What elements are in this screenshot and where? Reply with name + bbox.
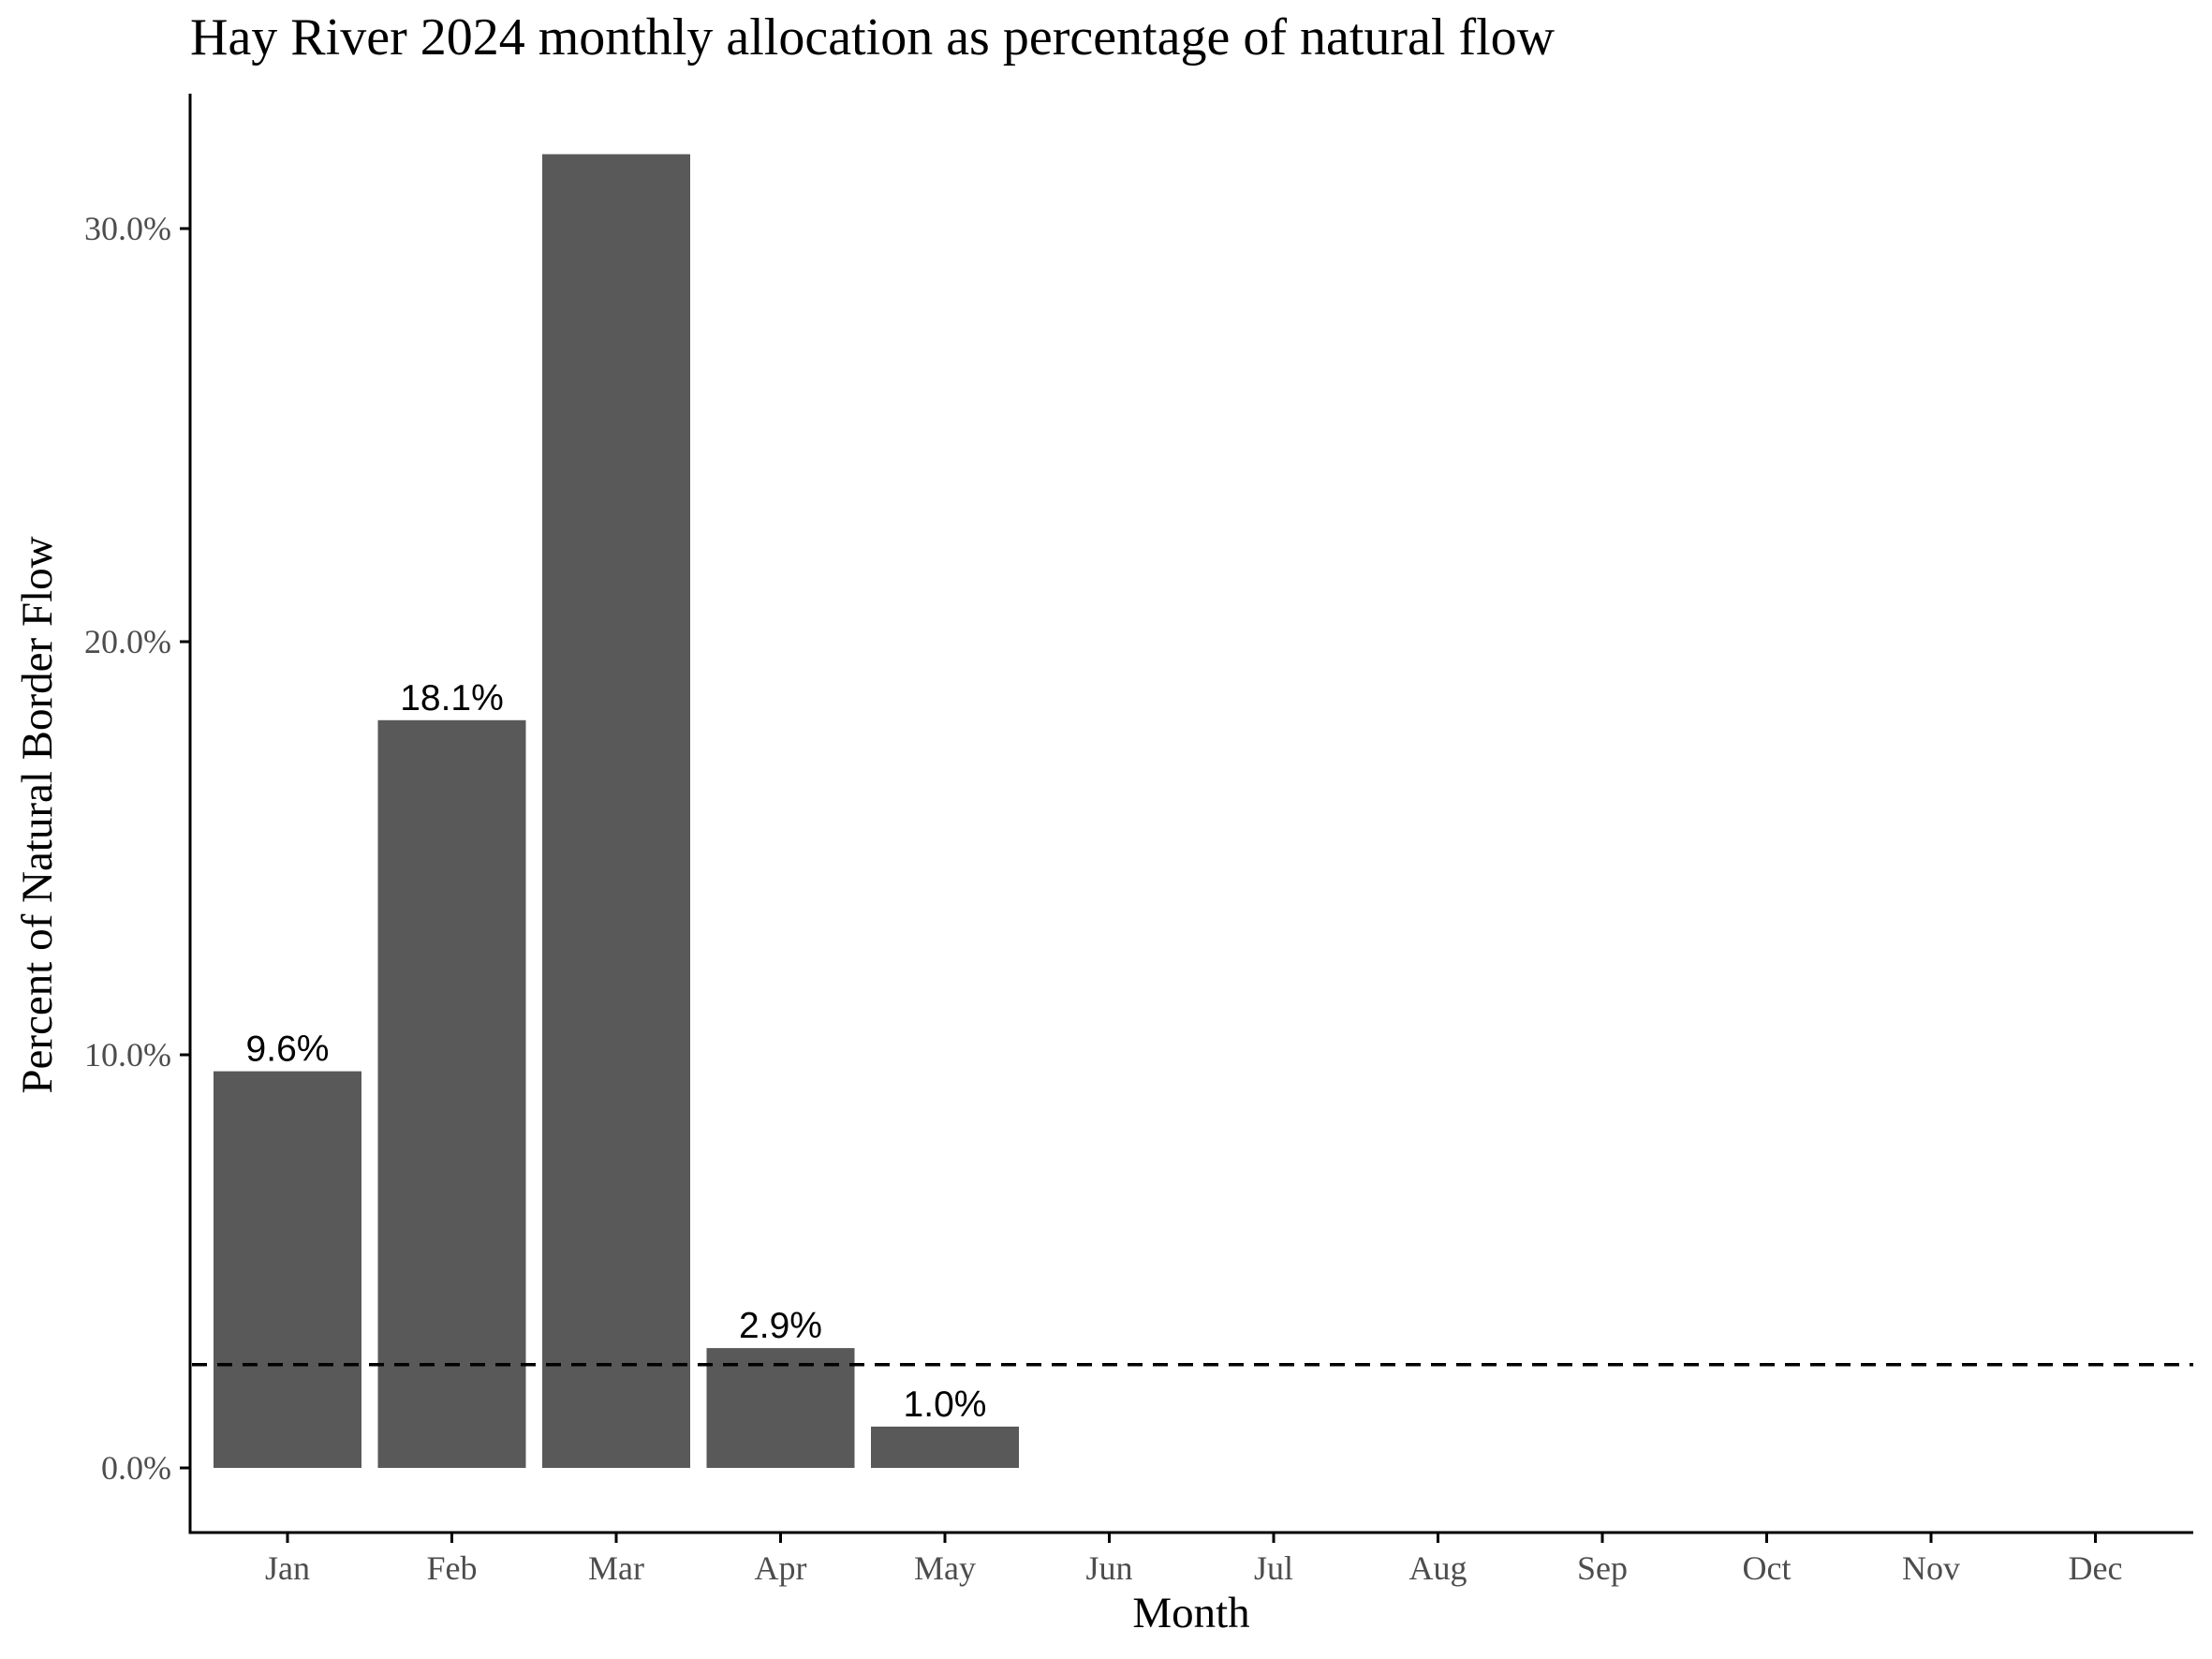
x-tick-label-mar: Mar [588,1549,644,1587]
bar-value-label-feb: 18.1% [400,678,504,718]
bar-jan [214,1071,361,1468]
x-tick-label-dec: Dec [2069,1549,2123,1587]
bar-apr [706,1348,855,1468]
y-tick-label: 30.0% [84,210,171,247]
bar-mar [542,154,690,1469]
bar-value-label-jan: 9.6% [246,1029,330,1070]
x-tick-label-sep: Sep [1577,1549,1628,1587]
x-tick-label-feb: Feb [427,1549,478,1587]
bars-group [214,154,1019,1469]
y-tick-label: 20.0% [84,623,171,660]
bar-feb [377,719,526,1468]
x-tick-label-jan: Jan [265,1549,310,1587]
y-axis-title: Percent of Natural Border Flow [13,536,62,1093]
x-axis-title: Month [1132,1589,1249,1637]
x-tick-label-jul: Jul [1254,1549,1293,1587]
x-tick-label-apr: Apr [755,1549,807,1587]
chart-title: Hay River 2024 monthly allocation as per… [190,8,1556,67]
x-tick-label-jun: Jun [1085,1549,1132,1587]
bar-value-label-may: 1.0% [904,1385,987,1425]
y-axis-ticks: 0.0% 10.0% 20.0% 30.0% [84,210,190,1487]
x-tick-label-nov: Nov [1902,1549,1960,1587]
y-tick-label: 0.0% [101,1449,171,1487]
bar-labels-group: 9.6% 18.1% 2.9% 1.0% [246,678,987,1425]
x-axis-ticks: Jan Feb Mar Apr May Jun Jul Aug Sep Oct Nov Dec [265,1533,2122,1587]
bar-value-label-apr: 2.9% [739,1306,822,1346]
x-tick-label-aug: Aug [1409,1549,1467,1587]
x-tick-label-oct: Oct [1743,1549,1792,1587]
x-tick-label-may: May [914,1549,976,1587]
y-tick-label: 10.0% [84,1036,171,1074]
bar-may [871,1426,1019,1468]
